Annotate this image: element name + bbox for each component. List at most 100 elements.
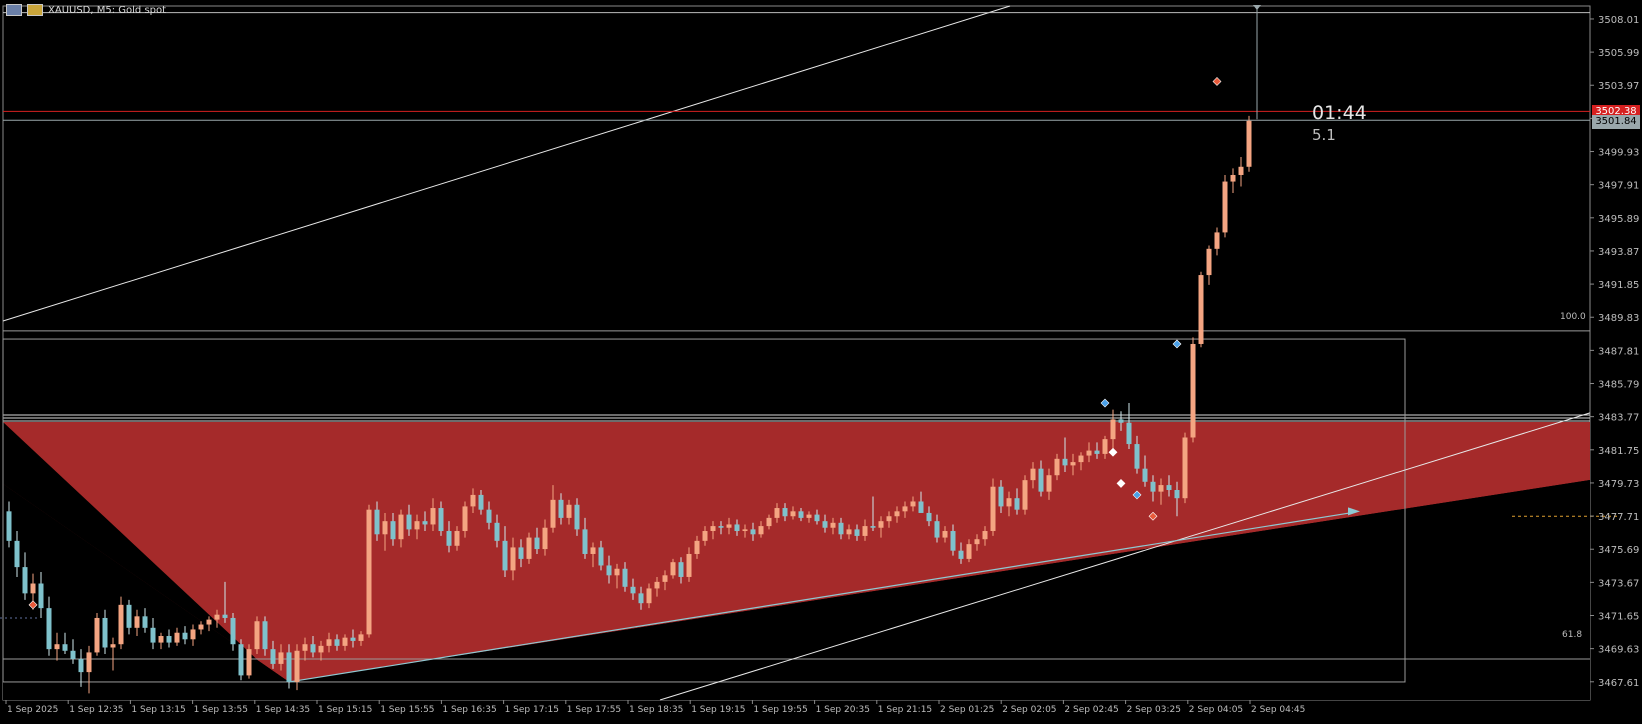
- candle-body: [630, 586, 636, 594]
- candle-body: [1062, 458, 1068, 466]
- x-tick-label: 1 Sep 18:35: [629, 705, 683, 715]
- candle-body: [1238, 166, 1244, 175]
- candle-body: [438, 508, 444, 532]
- candle-body: [54, 644, 60, 650]
- candle-body: [206, 619, 212, 625]
- trade-marker-icon[interactable]: [1100, 398, 1110, 408]
- candle-body: [670, 562, 676, 576]
- candle-body: [382, 521, 388, 535]
- candle-body: [150, 627, 156, 643]
- x-tick-label: 1 Sep 21:15: [878, 705, 932, 715]
- candle-body: [1070, 462, 1076, 466]
- trade-marker-icon[interactable]: [1116, 479, 1126, 488]
- candle-body: [342, 637, 348, 646]
- candle-body: [1118, 419, 1124, 423]
- y-tick-label: 3489.83: [1598, 313, 1639, 324]
- candle-body: [854, 529, 860, 536]
- candle-body: [726, 524, 732, 528]
- candle-body: [1142, 468, 1148, 482]
- x-tick-label: 1 Sep 20:35: [816, 705, 870, 715]
- candle-body: [126, 604, 132, 628]
- candle-body: [30, 583, 36, 594]
- upper-trendline[interactable]: [2, 5, 1011, 322]
- arrow-head-icon: [1348, 507, 1360, 516]
- candle-body: [1102, 439, 1108, 454]
- bid-price-tag: 3501.84: [1592, 115, 1640, 129]
- candle-body: [70, 650, 76, 659]
- candle-body: [1230, 174, 1236, 182]
- x-tick-label: 1 Sep 17:55: [567, 705, 621, 715]
- candle-body: [910, 501, 916, 507]
- fib-box[interactable]: [2, 338, 1406, 683]
- arrow-trendline[interactable]: [288, 512, 1351, 683]
- candle-body: [1086, 450, 1092, 456]
- x-tick-label: 2 Sep 03:25: [1127, 705, 1181, 715]
- y-tick-label: 3475.69: [1598, 545, 1639, 556]
- candle-body: [1214, 232, 1220, 249]
- candle-body: [86, 652, 92, 673]
- candle-body: [246, 649, 252, 676]
- zone-mask: [3, 480, 1590, 700]
- x-tick-label: 1 Sep 2025: [7, 705, 58, 715]
- candle-body: [974, 539, 980, 545]
- trade-marker-icon[interactable]: [28, 600, 38, 610]
- x-tick-label: 1 Sep 12:35: [69, 705, 123, 715]
- x-tick-label: 1 Sep 13:15: [131, 705, 185, 715]
- candle-body: [310, 644, 316, 653]
- candle-body: [46, 608, 52, 650]
- candle-body: [1014, 498, 1020, 510]
- candle-body: [1094, 450, 1100, 454]
- candle-body: [678, 562, 684, 577]
- candle-body: [702, 531, 708, 541]
- lower-trendline[interactable]: [659, 412, 1591, 701]
- trade-marker-icon[interactable]: [1212, 77, 1222, 86]
- trade-marker-icon[interactable]: [1108, 447, 1118, 457]
- x-tick-label: 1 Sep 17:15: [505, 705, 559, 715]
- candle-body: [654, 581, 660, 589]
- candle-body: [262, 621, 268, 650]
- candle-body: [870, 526, 876, 528]
- candle-body: [782, 508, 788, 517]
- candle-body: [790, 511, 796, 517]
- candle-body: [214, 614, 220, 620]
- candle-body: [550, 499, 556, 528]
- trade-marker-icon[interactable]: [1132, 490, 1142, 500]
- candle-body: [230, 617, 236, 645]
- candle-body: [254, 621, 260, 650]
- candle-body: [614, 568, 620, 576]
- candle-body: [166, 636, 172, 643]
- candle-body: [390, 521, 396, 540]
- x-tick-label: 2 Sep 02:45: [1064, 705, 1118, 715]
- candle-body: [1078, 455, 1084, 463]
- candle-body: [886, 516, 892, 522]
- candle-body: [302, 644, 308, 651]
- candle-body: [494, 522, 500, 541]
- y-tick-label: 3499.93: [1598, 148, 1639, 159]
- candle-body: [174, 632, 180, 643]
- trade-marker-icon[interactable]: [1172, 339, 1182, 349]
- candle-body: [838, 522, 844, 535]
- candle-body: [742, 529, 748, 532]
- y-tick-label: 3477.71: [1598, 512, 1639, 523]
- trade-marker-icon[interactable]: [1148, 511, 1158, 521]
- x-tick-label: 2 Sep 04:45: [1251, 705, 1305, 715]
- x-tick-label: 2 Sep 02:05: [1002, 705, 1056, 715]
- spread-value: 5.1: [1312, 126, 1336, 144]
- candle-body: [638, 593, 644, 604]
- candle-body: [950, 531, 956, 551]
- candle-body: [286, 652, 292, 682]
- y-tick-label: 3485.79: [1598, 380, 1639, 391]
- candle-body: [750, 529, 756, 535]
- candle-body: [1126, 422, 1132, 445]
- candle-body: [118, 604, 124, 645]
- y-tick-label: 3467.61: [1598, 678, 1639, 689]
- candle-body: [694, 540, 700, 554]
- y-tick-label: 3493.87: [1598, 247, 1639, 258]
- chart-symbol-label: XAUUSD, M5: Gold spot: [48, 4, 167, 16]
- candle-body: [1222, 181, 1228, 233]
- candle-body: [590, 547, 596, 554]
- candle-body: [110, 644, 116, 648]
- candle-body: [1134, 444, 1140, 469]
